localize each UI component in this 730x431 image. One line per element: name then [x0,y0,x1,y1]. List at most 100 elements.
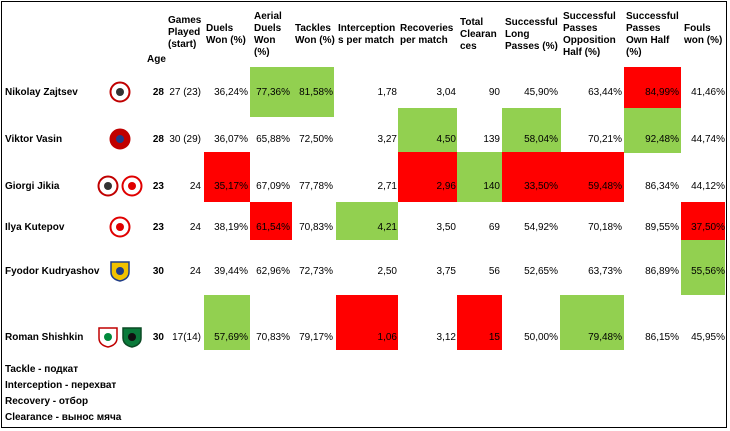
highlight-worst-recoveries [398,152,457,202]
highlight-best-recoveries [398,108,457,153]
cell-clearances: 15 [488,332,500,343]
cell-interceptions: 4,21 [377,222,397,233]
cell-age: 30 [152,266,164,277]
cell-age: 23 [152,222,164,233]
highlight-worst-long-passes [502,152,624,202]
cell-aerial: 61,54% [256,222,290,233]
cell-interceptions: 3,27 [377,134,397,145]
header-fouls: Fouls won (%) [684,23,723,46]
cell-age: 23 [152,181,164,192]
cell-clearances: 69 [488,222,500,233]
cell-tackles: 72,50% [299,134,333,145]
club-badge-spartak-icon [109,216,131,238]
cell-aerial: 77,36% [256,87,290,98]
club-badge-krasnodar-icon [121,326,143,348]
legend-recovery: Recovery - отбор [5,396,89,407]
cell-clearances: 139 [483,134,500,145]
cell-opp-half: 59,48% [588,181,622,192]
player-name: Fyodor Kudryashov [5,266,100,277]
player-name: Ilya Kutepov [5,222,65,233]
cell-fouls: 41,46% [691,87,725,98]
cell-games: 27 (23) [169,87,201,98]
cell-own-half: 84,99% [645,87,679,98]
cell-duels: 36,07% [214,134,248,145]
header-interceptions: Interception s per match [338,23,396,46]
cell-fouls: 44,74% [691,134,725,145]
cell-long-passes: 54,92% [524,222,558,233]
legend-tackle: Tackle - подкат [5,364,79,375]
club-badge-amkar-icon [109,81,131,103]
header-duels: Duels Won (%) [206,23,246,46]
highlight-best-aerial [250,67,334,117]
cell-clearances: 140 [483,181,500,192]
cell-opp-half: 63,73% [588,266,622,277]
legend-interception: Interception - перехват [5,380,117,391]
cell-recoveries: 2,96 [436,181,456,192]
highlight-worst-aerial [250,202,292,240]
cell-interceptions: 1,06 [377,332,397,343]
cell-own-half: 86,34% [645,181,679,192]
cell-fouls: 37,50% [691,222,725,233]
cell-long-passes: 52,65% [524,266,558,277]
cell-games: 30 (29) [169,134,201,145]
header-tackles: Tackles Won (%) [295,23,335,46]
cell-opp-half: 70,18% [588,222,622,233]
header-clearances: Total Clearan ces [460,17,497,52]
cell-age: 28 [152,87,164,98]
cell-own-half: 92,48% [645,134,679,145]
header-recoveries: Recoveries per match [400,23,454,46]
cell-long-passes: 50,00% [524,332,558,343]
highlight-worst-duels [204,152,250,202]
cell-long-passes: 33,50% [524,181,558,192]
legend-clearance: Clearance - вынос мяча [5,412,122,423]
cell-aerial: 70,83% [256,332,290,343]
header-long-passes: Successful Long Passes (%) [505,17,558,52]
club-badge-rostov-icon [109,260,131,282]
header-age: Age [147,54,166,65]
cell-aerial: 65,88% [256,134,290,145]
highlight-best-long-passes [502,108,561,153]
cell-duels: 39,44% [214,266,248,277]
highlight-best-interceptions [336,202,398,240]
cell-games: 24 [189,266,201,277]
cell-aerial: 67,09% [256,181,290,192]
cell-tackles: 79,17% [299,332,333,343]
highlight-worst-fouls [681,202,725,240]
cell-recoveries: 3,12 [436,332,456,343]
highlight-worst-clearances [457,295,502,350]
cell-recoveries: 4,50 [436,134,456,145]
player-name: Viktor Vasin [5,134,63,145]
highlight-best-fouls [681,240,725,295]
cell-long-passes: 45,90% [524,87,558,98]
player-name: Giorgi Jikia [5,181,60,192]
cell-clearances: 56 [488,266,500,277]
cell-long-passes: 58,04% [524,134,558,145]
cell-tackles: 77,78% [299,181,333,192]
cell-duels: 36,24% [214,87,248,98]
cell-recoveries: 3,50 [436,222,456,233]
club-badge-cska-icon [109,128,131,150]
cell-games: 24 [189,181,201,192]
cell-fouls: 55,56% [691,266,725,277]
header-opp-half: Successful Passes Opposition Half (%) [563,11,616,58]
cell-tackles: 70,83% [299,222,333,233]
club-badge-spartak-icon [121,175,143,197]
cell-age: 28 [152,134,164,145]
cell-interceptions: 2,71 [377,181,397,192]
cell-games: 24 [189,222,201,233]
cell-own-half: 86,89% [645,266,679,277]
cell-clearances: 90 [488,87,500,98]
cell-duels: 38,19% [214,222,248,233]
club-badge-lokomotiv-icon [97,326,119,348]
player-name: Roman Shishkin [5,332,84,343]
highlight-best-duels [204,295,250,350]
highlight-worst-interceptions [336,295,398,350]
club-badge-amkar-icon [97,175,119,197]
highlight-best-clearances [457,152,502,202]
cell-interceptions: 2,50 [377,266,397,277]
cell-age: 30 [152,332,164,343]
cell-opp-half: 79,48% [588,332,622,343]
header-aerial: Aerial Duels Won (%) [254,11,282,58]
cell-interceptions: 1,78 [377,87,397,98]
